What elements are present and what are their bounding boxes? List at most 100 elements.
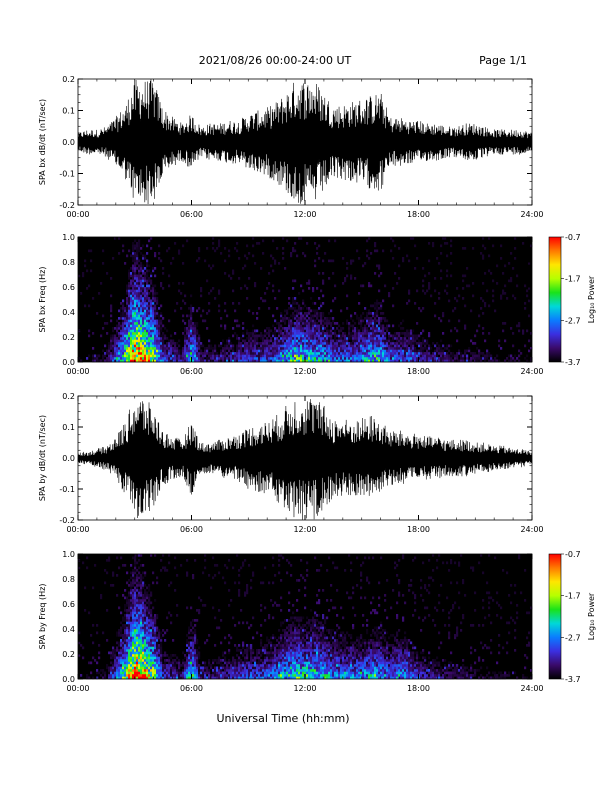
spectrogram-cell [528, 300, 530, 303]
spectrogram-cell [144, 310, 146, 313]
spectrogram-cell [158, 357, 160, 360]
spectrogram-cell [156, 662, 158, 665]
spectrogram-cell [144, 345, 146, 348]
spectrogram-cell [158, 629, 160, 632]
spectrogram-cell [176, 574, 178, 577]
spectrogram-cell [156, 669, 158, 672]
spectrogram-cell [316, 317, 318, 320]
spectrogram-cell [124, 307, 126, 310]
spectrogram-cell [148, 652, 150, 655]
spectrogram-cell [394, 335, 396, 338]
spectrogram-cell [336, 355, 338, 358]
spectrogram-cell [480, 357, 482, 360]
spectrogram-cell [360, 322, 362, 325]
spectrogram-cell [348, 335, 350, 338]
spectrogram-cell [348, 322, 350, 325]
spectrogram-cell [390, 345, 392, 348]
spectrogram-cell [360, 317, 362, 320]
spectrogram-cell [300, 312, 302, 315]
spectrogram-cell [444, 237, 446, 240]
spectrogram-cell [126, 642, 128, 645]
spectrogram-cell [122, 627, 124, 630]
spectrogram-cell [402, 355, 404, 358]
spectrogram-cell [238, 592, 240, 595]
spectrogram-cell [130, 300, 132, 303]
spectrogram-cell [150, 649, 152, 652]
spectrogram-cell [152, 627, 154, 630]
spectrogram-cell [286, 317, 288, 320]
spectrogram-cell [146, 262, 148, 265]
spectrogram-cell [318, 320, 320, 323]
spectrogram-cell [200, 669, 202, 672]
spectrogram-cell [324, 252, 326, 255]
spectrogram-cell [228, 667, 230, 670]
spectrogram-cell [122, 352, 124, 355]
spectrogram-cell [398, 347, 400, 350]
spectrogram-cell [322, 337, 324, 340]
spectrogram-cell [146, 594, 148, 597]
spectrogram-cell [396, 282, 398, 285]
spectrogram-cell [188, 357, 190, 360]
spectrogram-cell [326, 320, 328, 323]
spectrogram-cell [248, 355, 250, 358]
spectrogram-cell [224, 672, 226, 675]
spectrogram-cell [248, 352, 250, 355]
spectrogram-cell [270, 347, 272, 350]
spectrogram-cell [448, 345, 450, 348]
spectrogram-cell [146, 649, 148, 652]
spectrogram-cell [364, 262, 366, 265]
spectrogram-cell [258, 335, 260, 338]
spectrogram-cell [162, 337, 164, 340]
spectrogram-cell [152, 647, 154, 650]
spectrogram-cell [158, 672, 160, 675]
spectrogram-cell [314, 352, 316, 355]
y-tick-label: 0.2 [62, 333, 75, 342]
spectrogram-cell [312, 327, 314, 330]
spectrogram-cell [146, 345, 148, 348]
spectrogram-cell [196, 664, 198, 667]
spectrogram-cell [438, 352, 440, 355]
spectrogram-cell [396, 350, 398, 353]
spectrogram-cell [84, 260, 86, 263]
spectrogram-cell [300, 342, 302, 345]
spectrogram-cell [134, 607, 136, 610]
spectrogram-cell [374, 312, 376, 315]
spectrogram-cell [124, 629, 126, 632]
spectrogram-cell [122, 322, 124, 325]
spectrogram-cell [110, 667, 112, 670]
spectrogram-cell [246, 342, 248, 345]
spectrogram-cell [138, 285, 140, 288]
spectrogram-cell [212, 247, 214, 250]
spectrogram-cell [444, 357, 446, 360]
spectrogram-cell [132, 597, 134, 600]
spectrogram-cell [128, 632, 130, 635]
spectrogram-cell [416, 350, 418, 353]
spectrogram-cell [352, 320, 354, 323]
spectrogram-cell [136, 619, 138, 622]
spectrogram-cell [422, 355, 424, 358]
spectrogram-cell [340, 350, 342, 353]
spectrogram-cell [116, 345, 118, 348]
spectrogram-cell [434, 345, 436, 348]
spectrogram-cell [216, 355, 218, 358]
spectrogram-cell [298, 322, 300, 325]
spectrogram-cell [134, 604, 136, 607]
spectrogram-cell [168, 247, 170, 250]
spectrogram-cell [144, 622, 146, 625]
spectrogram-cell [344, 352, 346, 355]
spectrogram-cell [144, 305, 146, 308]
spectrogram-cell [472, 295, 474, 298]
spectrogram-cell [128, 627, 130, 630]
spectrogram-cell [160, 305, 162, 308]
spectrogram-cell [192, 337, 194, 340]
spectrogram-cell [122, 305, 124, 308]
spectrogram-cell [124, 345, 126, 348]
spectrogram-cell [124, 322, 126, 325]
spectrogram-cell [194, 647, 196, 650]
spectrogram-cell [184, 330, 186, 333]
spectrogram-cell [350, 347, 352, 350]
spectrogram-cell [190, 340, 192, 343]
spectrogram-cell [246, 654, 248, 657]
spectrogram-cell [122, 325, 124, 328]
spectrogram-cell [288, 337, 290, 340]
